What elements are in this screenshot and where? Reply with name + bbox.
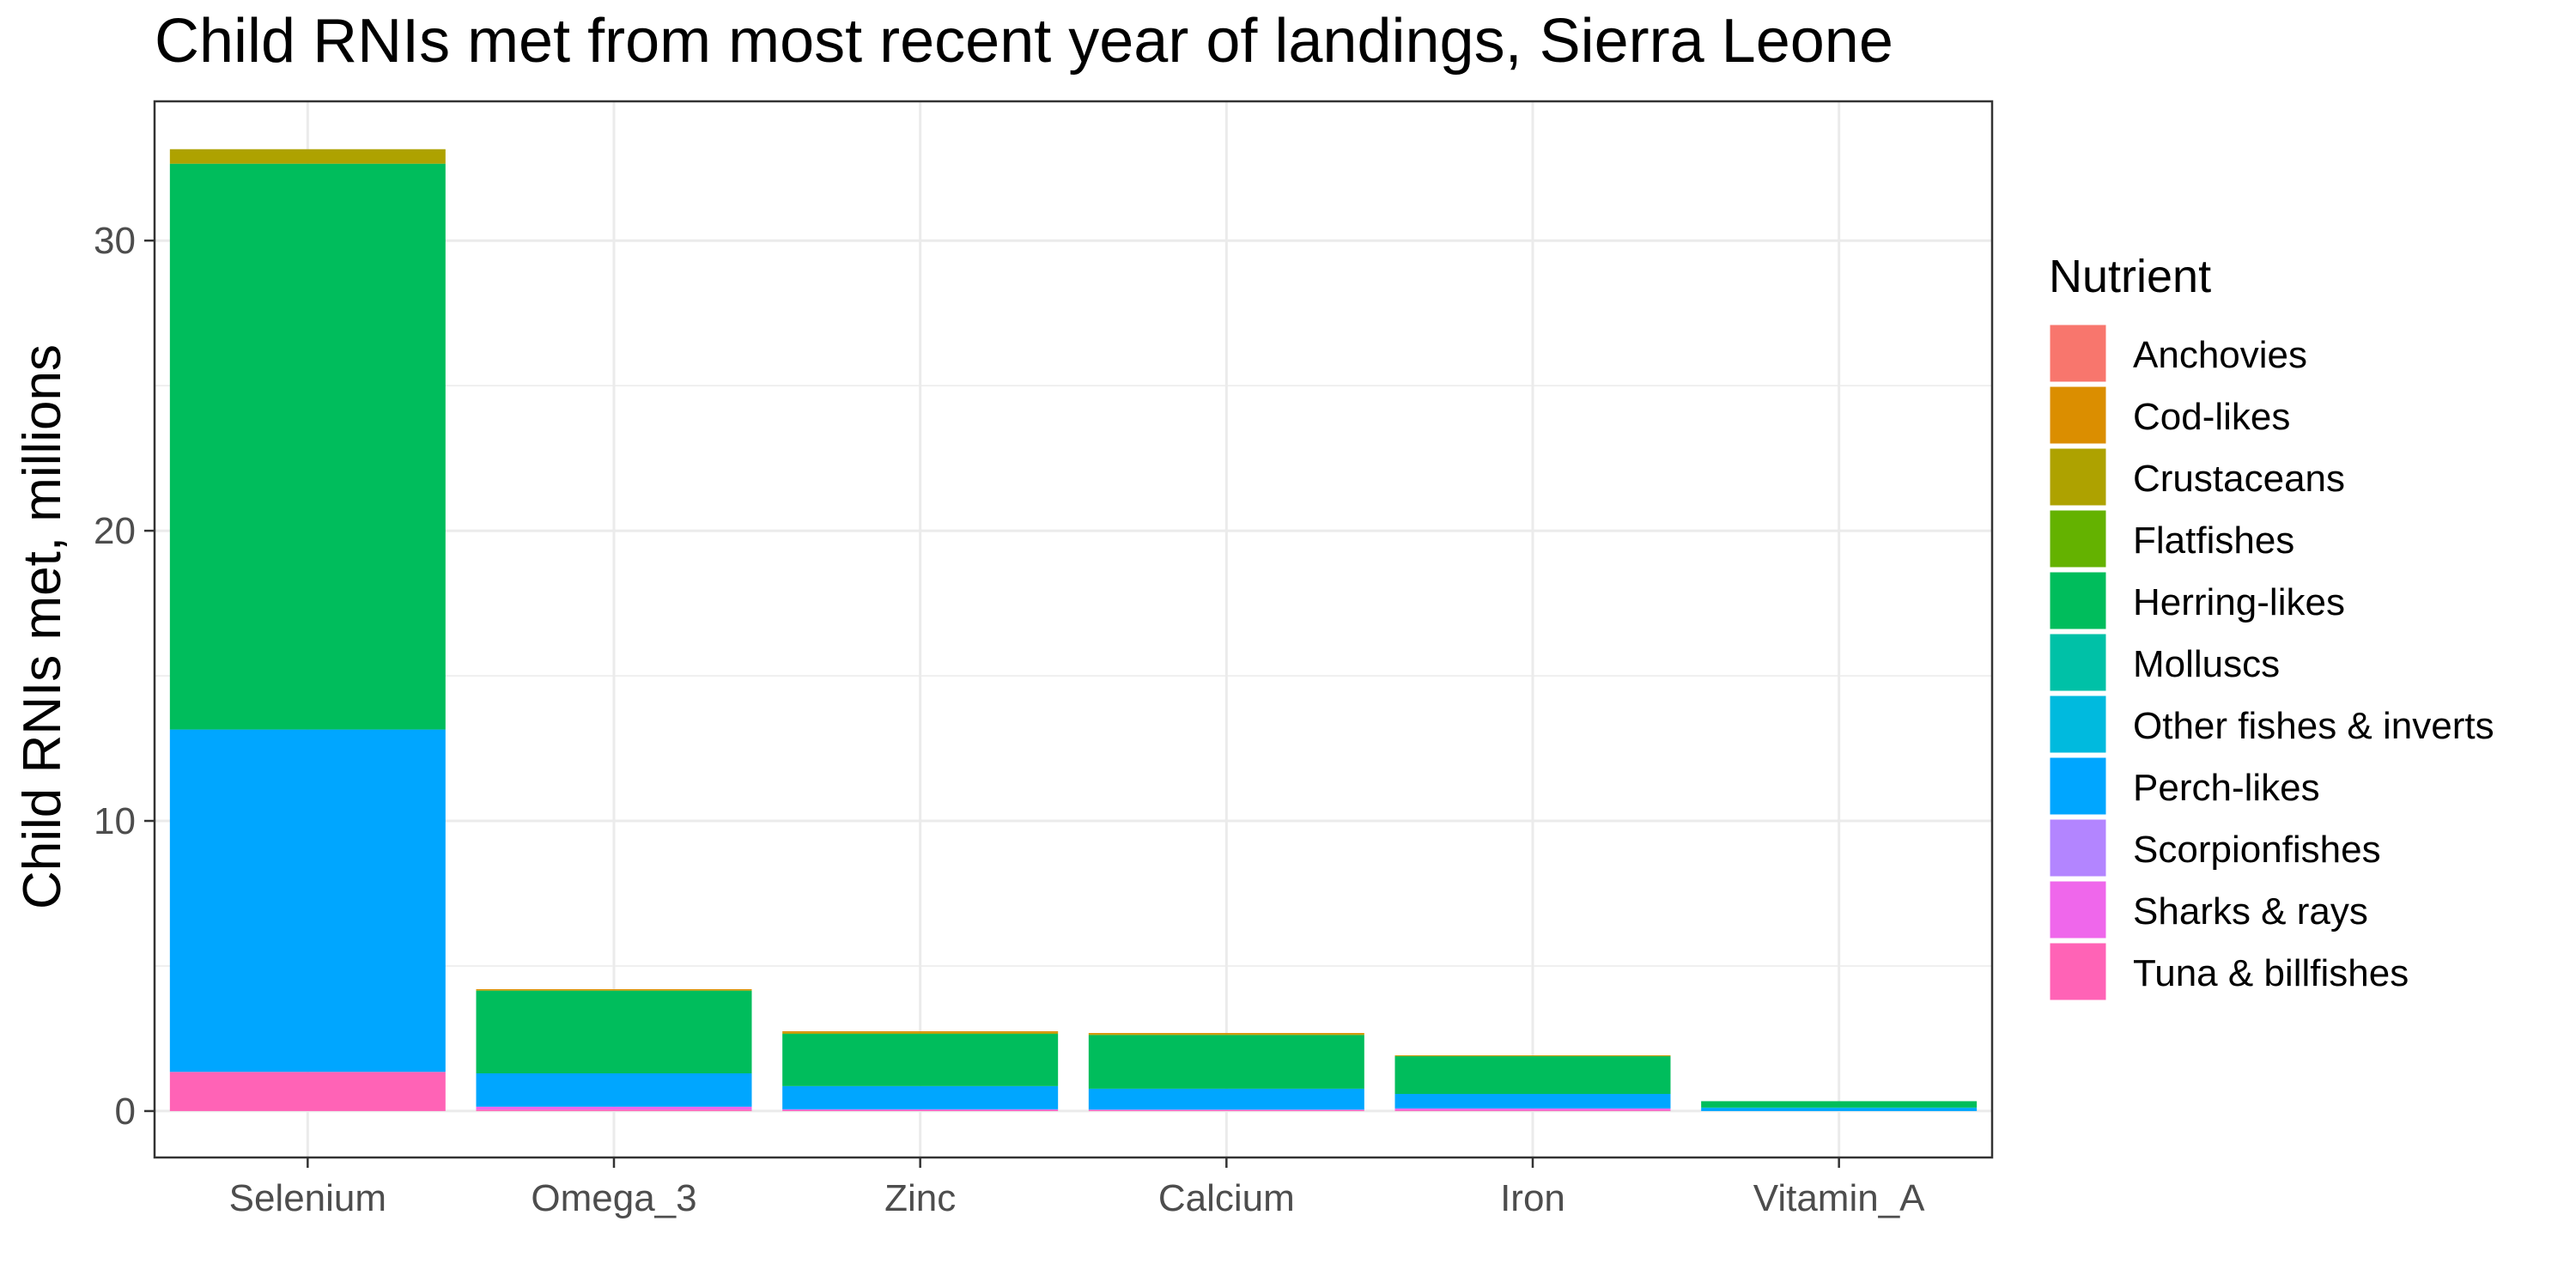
bar-segment-zinc-sharks-rays (782, 1109, 1059, 1110)
legend-key (2047, 384, 2109, 447)
bar-segment-iron-perch-likes (1394, 1093, 1671, 1109)
bar-segment-selenium-perch-likes (169, 729, 446, 1072)
bar-segment-zinc-cod-likes (782, 1031, 1059, 1033)
y-axis-label: Child RNIs met, millions (13, 344, 72, 909)
x-axis: Selenium Omega_3 Zinc Calcium Iron Vitamin_A (229, 1157, 1925, 1219)
bar-segment-selenium-crustaceans (169, 149, 446, 164)
x-tick-label: Iron (1500, 1177, 1565, 1219)
legend-key (2047, 507, 2109, 570)
legend-title: Nutrient (2049, 251, 2211, 302)
bar-segment-calcium-cod-likes (1088, 1033, 1364, 1035)
legend-key (2047, 631, 2109, 694)
x-tick-label: Zinc (884, 1177, 956, 1219)
y-axis: 0 10 20 30 (94, 220, 155, 1133)
plot-area (153, 100, 1994, 1159)
bar-segment-calcium-crustaceans (1088, 1034, 1364, 1036)
bars (169, 149, 1978, 1111)
bar-segment-zinc-tuna-billfishes (782, 1109, 1059, 1111)
legend-key (2047, 940, 2109, 1003)
bar-segment-omega-3-herring-likes (476, 990, 752, 1074)
legend-key (2047, 755, 2109, 817)
legend-label: Molluscs (2133, 643, 2280, 685)
legend-label: Herring-likes (2133, 581, 2345, 623)
x-tick-label: Calcium (1158, 1177, 1295, 1219)
legend-label: Perch-likes (2133, 767, 2320, 809)
bar-segment-iron-crustaceans (1394, 1055, 1671, 1057)
plot-border (153, 100, 1994, 1159)
x-tick-label: Selenium (229, 1177, 386, 1219)
legend-label: Tuna & billfishes (2133, 952, 2409, 994)
legend-key (2047, 569, 2109, 632)
bar-segment-selenium-tuna-billfishes (169, 1072, 446, 1111)
legend-key (2047, 693, 2109, 756)
y-tick-label: 20 (94, 510, 136, 552)
bar-segment-calcium-herring-likes (1088, 1035, 1364, 1089)
bar-segment-omega-3-perch-likes (476, 1073, 752, 1107)
bar-segment-vitamin-a-herring-likes (1701, 1101, 1978, 1108)
bar-segment-iron-herring-likes (1394, 1056, 1671, 1094)
y-tick-label: 0 (115, 1091, 136, 1133)
bar-segment-omega-3-tuna-billfishes (476, 1109, 752, 1111)
bar-segment-zinc-perch-likes (782, 1085, 1059, 1109)
legend-label: Crustaceans (2133, 458, 2345, 500)
bar-segment-selenium-herring-likes (169, 163, 446, 730)
legend-key (2047, 322, 2109, 385)
bar-segment-zinc-herring-likes (782, 1034, 1059, 1086)
bar-segment-omega-3-sharks-rays (476, 1106, 752, 1110)
legend-key (2047, 817, 2109, 879)
bar-segment-omega-3-crustaceans (476, 990, 752, 991)
x-tick-label: Omega_3 (531, 1177, 696, 1219)
legend-label: Cod-likes (2133, 396, 2290, 438)
bar-segment-vitamin-a-other-fishes-inverts (1701, 1107, 1978, 1109)
y-tick-label: 30 (94, 220, 136, 262)
legend-label: Sharks & rays (2133, 890, 2368, 933)
bar-segment-iron-cod-likes (1394, 1055, 1671, 1056)
legend: Nutrient Anchovies Cod-likes Crustaceans Fl… (2047, 251, 2494, 1003)
bar-segment-omega-3-cod-likes (476, 989, 752, 991)
chart-title: Child RNIs met from most recent year of … (155, 7, 1893, 76)
bar-segment-calcium-sharks-rays (1088, 1109, 1364, 1110)
plot-background (155, 101, 1992, 1157)
bar-segment-vitamin-a-perch-likes (1701, 1108, 1978, 1111)
bar-segment-iron-tuna-billfishes (1394, 1109, 1671, 1111)
legend-items: Anchovies Cod-likes Crustaceans Flatfishes H… (2047, 322, 2494, 1003)
legend-label: Anchovies (2133, 334, 2307, 376)
x-tick-label: Vitamin_A (1753, 1177, 1925, 1219)
bar-segment-calcium-tuna-billfishes (1088, 1109, 1364, 1111)
legend-label: Other fishes & inverts (2133, 705, 2494, 747)
legend-label: Scorpionfishes (2133, 829, 2381, 871)
bar-segment-zinc-crustaceans (782, 1032, 1059, 1035)
legend-key (2047, 878, 2109, 941)
legend-label: Flatfishes (2133, 519, 2294, 562)
legend-key (2047, 446, 2109, 508)
y-tick-label: 10 (94, 800, 136, 842)
bar-segment-calcium-perch-likes (1088, 1088, 1364, 1110)
bar-segment-iron-sharks-rays (1394, 1108, 1671, 1110)
